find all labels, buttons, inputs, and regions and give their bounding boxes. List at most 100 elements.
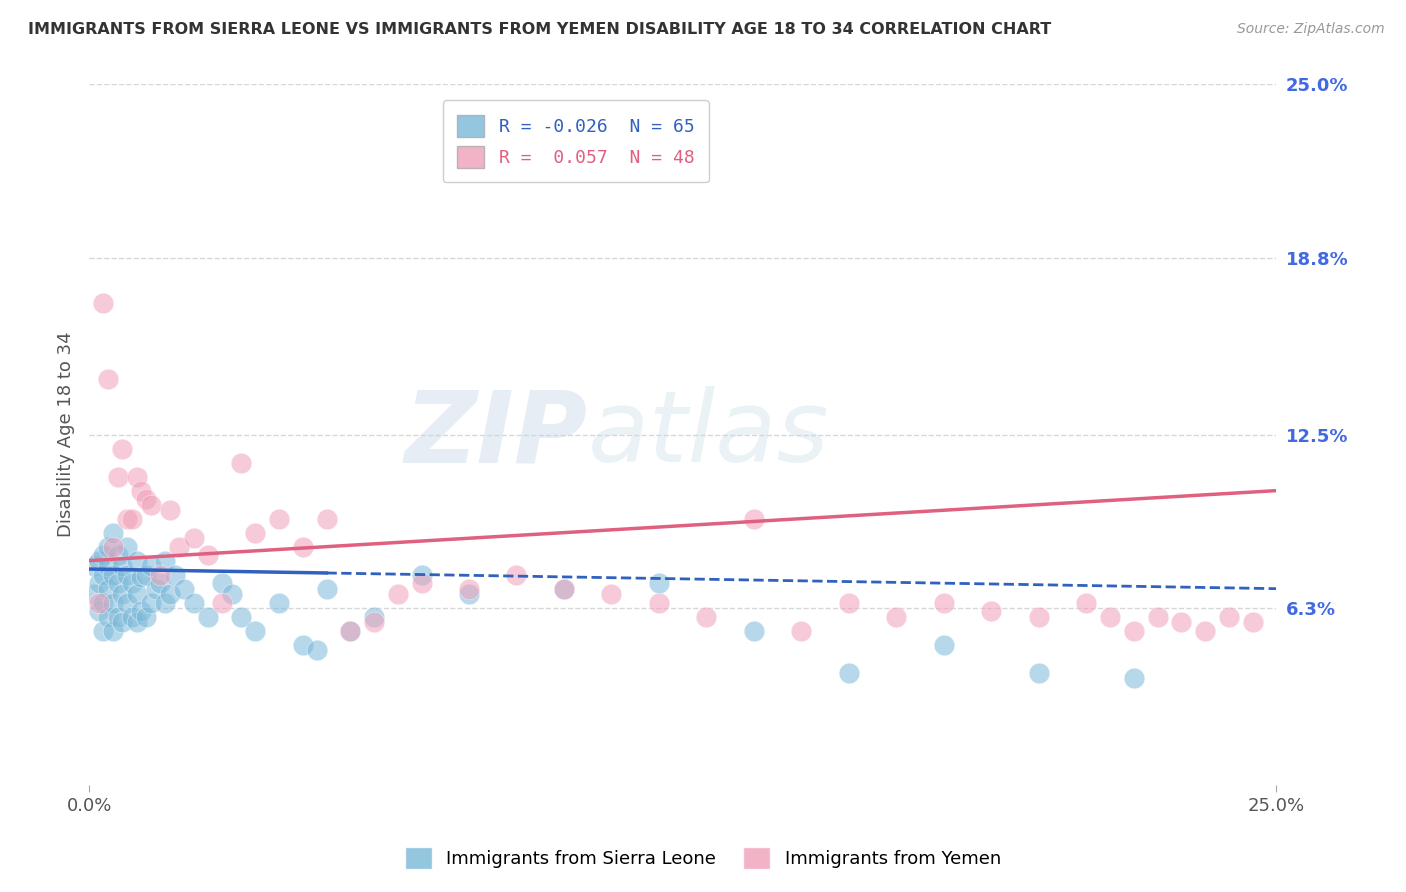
Point: [125, 615, 148, 630]
Point: [1241, 615, 1264, 630]
Point: [742, 511, 765, 525]
Point: [553, 582, 575, 596]
Point: [91, 296, 114, 310]
Y-axis label: Disability Age 18 to 34: Disability Age 18 to 34: [58, 332, 75, 537]
Point: [339, 624, 361, 638]
Point: [1194, 624, 1216, 638]
Point: [211, 596, 233, 610]
Point: [125, 554, 148, 568]
Point: [91, 548, 114, 562]
Point: [1170, 615, 1192, 630]
Point: [111, 559, 134, 574]
Text: atlas: atlas: [588, 386, 830, 483]
Point: [101, 596, 124, 610]
Point: [115, 567, 138, 582]
Point: [91, 624, 114, 638]
Point: [149, 576, 172, 591]
Point: [131, 483, 153, 498]
Point: [183, 596, 205, 610]
Point: [111, 442, 134, 456]
Point: [87, 604, 110, 618]
Point: [1122, 671, 1144, 685]
Point: [363, 615, 385, 630]
Point: [363, 609, 385, 624]
Point: [107, 576, 129, 591]
Point: [838, 665, 860, 680]
Point: [135, 491, 157, 506]
Point: [695, 609, 717, 624]
Point: [115, 596, 138, 610]
Point: [315, 511, 337, 525]
Point: [135, 609, 157, 624]
Point: [197, 609, 219, 624]
Point: [1028, 665, 1050, 680]
Point: [1099, 609, 1122, 624]
Point: [245, 624, 267, 638]
Point: [87, 554, 110, 568]
Point: [153, 554, 176, 568]
Point: [131, 570, 153, 584]
Point: [87, 576, 110, 591]
Point: [83, 559, 105, 574]
Point: [97, 559, 120, 574]
Point: [107, 609, 129, 624]
Point: [101, 624, 124, 638]
Point: [291, 540, 314, 554]
Point: [153, 596, 176, 610]
Point: [139, 596, 162, 610]
Point: [125, 587, 148, 601]
Point: [980, 604, 1002, 618]
Point: [159, 587, 181, 601]
Point: [838, 596, 860, 610]
Point: [229, 456, 252, 470]
Point: [267, 511, 290, 525]
Point: [458, 587, 481, 601]
Point: [600, 587, 623, 601]
Point: [1218, 609, 1240, 624]
Point: [97, 609, 120, 624]
Point: [111, 587, 134, 601]
Text: IMMIGRANTS FROM SIERRA LEONE VS IMMIGRANTS FROM YEMEN DISABILITY AGE 18 TO 34 CO: IMMIGRANTS FROM SIERRA LEONE VS IMMIGRAN…: [28, 22, 1052, 37]
Point: [121, 511, 143, 525]
Point: [458, 582, 481, 596]
Point: [121, 576, 143, 591]
Point: [742, 624, 765, 638]
Point: [1146, 609, 1168, 624]
Point: [91, 596, 114, 610]
Point: [315, 582, 337, 596]
Point: [886, 609, 908, 624]
Point: [411, 567, 433, 582]
Point: [97, 540, 120, 554]
Point: [1028, 609, 1050, 624]
Point: [197, 548, 219, 562]
Point: [305, 643, 328, 657]
Point: [267, 596, 290, 610]
Point: [411, 576, 433, 591]
Legend: R = -0.026  N = 65, R =  0.057  N = 48: R = -0.026 N = 65, R = 0.057 N = 48: [443, 101, 709, 183]
Point: [211, 576, 233, 591]
Point: [139, 498, 162, 512]
Point: [173, 582, 195, 596]
Point: [553, 582, 575, 596]
Legend: Immigrants from Sierra Leone, Immigrants from Yemen: Immigrants from Sierra Leone, Immigrants…: [396, 838, 1010, 879]
Point: [91, 567, 114, 582]
Point: [291, 638, 314, 652]
Point: [932, 596, 955, 610]
Point: [97, 582, 120, 596]
Text: ZIP: ZIP: [405, 386, 588, 483]
Point: [87, 596, 110, 610]
Point: [115, 540, 138, 554]
Point: [107, 469, 129, 483]
Point: [101, 540, 124, 554]
Point: [121, 609, 143, 624]
Point: [790, 624, 813, 638]
Point: [229, 609, 252, 624]
Point: [145, 582, 167, 596]
Point: [648, 576, 671, 591]
Point: [139, 559, 162, 574]
Point: [101, 525, 124, 540]
Point: [1076, 596, 1098, 610]
Point: [101, 567, 124, 582]
Point: [339, 624, 361, 638]
Point: [125, 469, 148, 483]
